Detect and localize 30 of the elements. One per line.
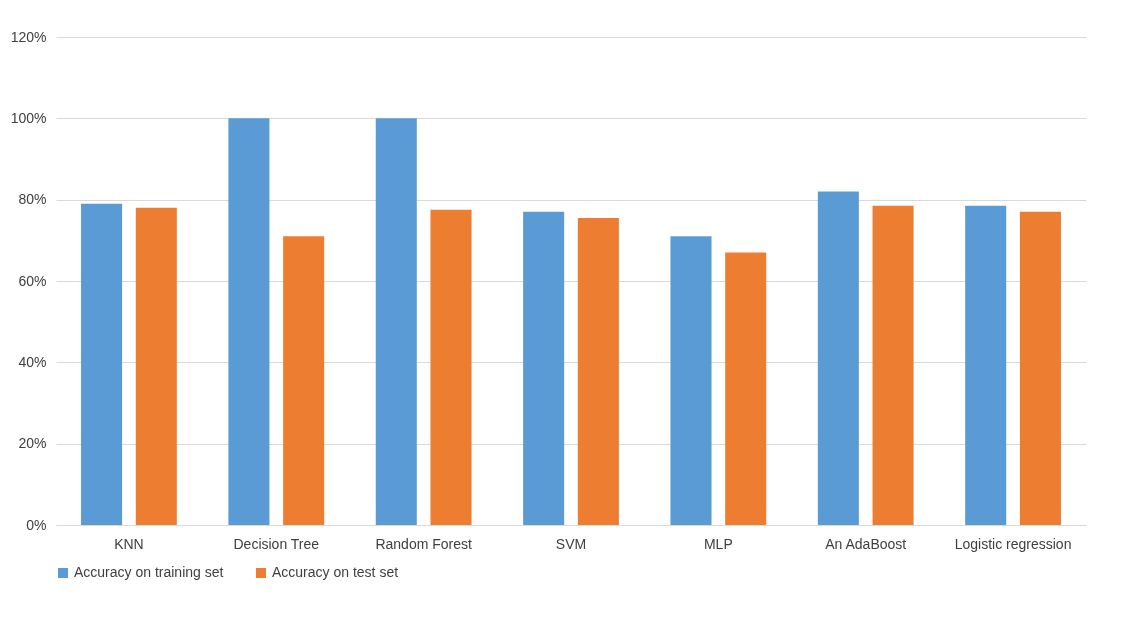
bar: [965, 205, 1007, 525]
bar: [670, 236, 712, 525]
bar: [577, 217, 619, 525]
bar: [872, 205, 914, 525]
x-tick-label: KNN: [114, 535, 144, 552]
bar: [1019, 211, 1061, 525]
y-tick-label: 80%: [18, 191, 47, 208]
bar: [430, 209, 472, 525]
x-tick-label: Decision Tree: [233, 535, 320, 552]
y-tick-label: 60%: [18, 272, 47, 289]
x-tick-label: Logistic regression: [954, 535, 1072, 552]
bar: [283, 236, 325, 525]
x-tick-label: Random Forest: [375, 535, 472, 552]
x-tick-label: SVM: [555, 535, 587, 552]
bar: [228, 118, 270, 525]
bar: [725, 252, 767, 525]
x-tick-label: MLP: [703, 535, 733, 552]
y-tick-label: 0%: [26, 516, 47, 533]
x-tick-label: An AdaBoost: [825, 535, 907, 552]
legend-label: Accuracy on training set: [74, 564, 224, 580]
bar: [375, 118, 417, 525]
y-tick-label: 40%: [18, 353, 47, 370]
bar: [817, 191, 859, 525]
legend-label: Accuracy on test set: [272, 564, 399, 580]
y-tick-label: 20%: [18, 435, 47, 452]
bar: [523, 211, 565, 525]
y-tick-label: 100%: [10, 109, 47, 126]
bar: [135, 207, 177, 525]
bar: [81, 203, 123, 525]
y-tick-label: 120%: [10, 28, 47, 45]
